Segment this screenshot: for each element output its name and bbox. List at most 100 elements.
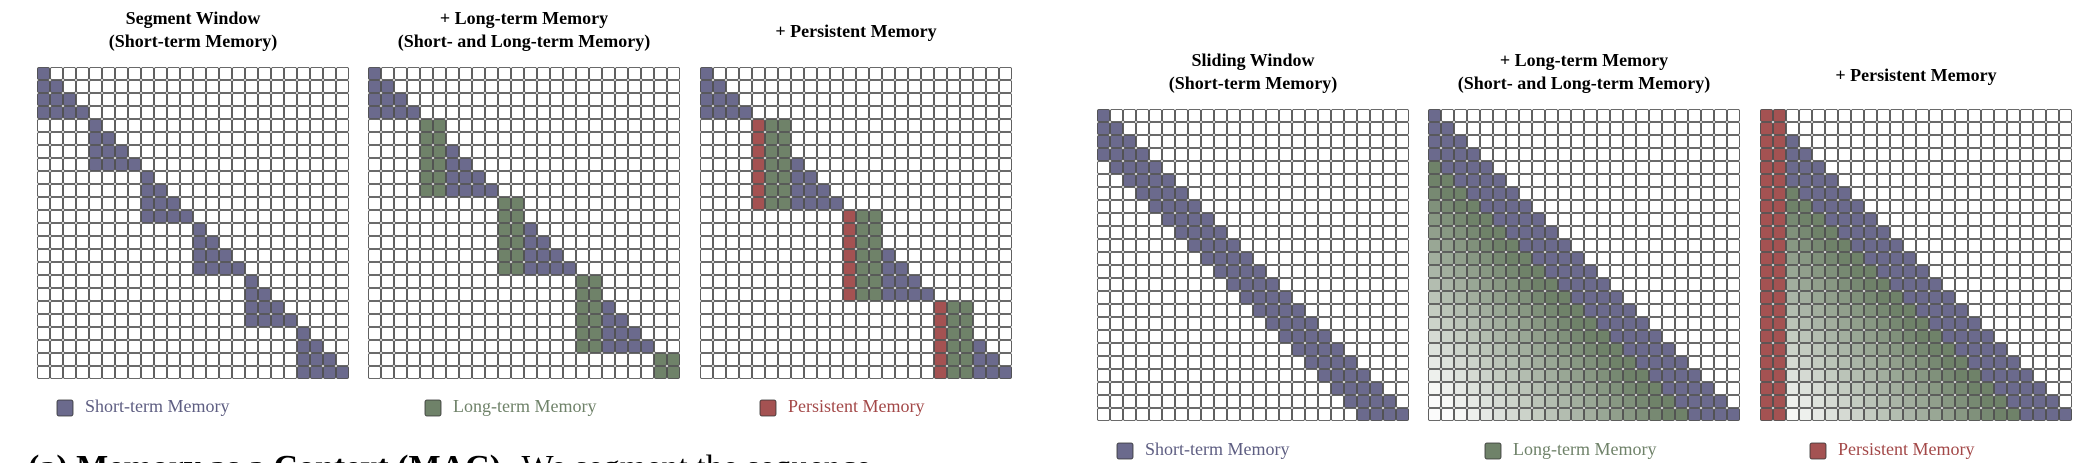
mask-cell: [1623, 174, 1636, 187]
mask-cell: [739, 145, 752, 158]
mask-cell: [1149, 200, 1162, 213]
mask-cell: [1981, 161, 1994, 174]
mask-cell: [115, 288, 128, 301]
mask-cell: [1506, 395, 1519, 408]
mask-cell: [843, 288, 856, 301]
mask-cell: [921, 340, 934, 353]
mask-cell: [1279, 226, 1292, 239]
mask-cell: [2046, 356, 2059, 369]
mask-cell: [1253, 148, 1266, 161]
mask-cell: [206, 106, 219, 119]
mask-cell: [1097, 161, 1110, 174]
mask-cell: [459, 314, 472, 327]
mask-cell: [1799, 343, 1812, 356]
mask-cell: [1428, 239, 1441, 252]
mask-cell: [1994, 109, 2007, 122]
mask-cell: [1331, 161, 1344, 174]
mask-cell: [1727, 148, 1740, 161]
mask-cell: [1851, 200, 1864, 213]
mask-cell: [1760, 408, 1773, 421]
mask-cell: [1727, 239, 1740, 252]
mask-cell: [180, 106, 193, 119]
mask-cell: [1370, 408, 1383, 421]
mask-cell: [102, 236, 115, 249]
mask-cell: [433, 93, 446, 106]
mask-cell: [739, 93, 752, 106]
mask-cell: [667, 184, 680, 197]
mask-cell: [1318, 239, 1331, 252]
mask-cell: [1318, 161, 1331, 174]
mask-cell: [1279, 369, 1292, 382]
mask-cell: [511, 353, 524, 366]
mask-cell: [1825, 252, 1838, 265]
mask-cell: [1318, 200, 1331, 213]
mask-cell: [1428, 304, 1441, 317]
mask-cell: [589, 301, 602, 314]
mask-cell: [667, 236, 680, 249]
mask-cell: [2007, 174, 2020, 187]
mask-cell: [446, 236, 459, 249]
mask-cell: [947, 80, 960, 93]
mask-cell: [433, 106, 446, 119]
mask-cell: [1493, 200, 1506, 213]
mask-cell: [381, 366, 394, 379]
mask-cell: [37, 80, 50, 93]
mask-cell: [908, 301, 921, 314]
mask-cell: [1597, 200, 1610, 213]
mask-cell: [1929, 161, 1942, 174]
mask-cell: [1383, 356, 1396, 369]
mask-cell: [895, 275, 908, 288]
mask-cell: [537, 106, 550, 119]
mask-cell: [550, 171, 563, 184]
mask-cell: [1532, 239, 1545, 252]
mask-cell: [752, 184, 765, 197]
mask-cell: [602, 275, 615, 288]
mask-cell: [1675, 369, 1688, 382]
mask-cell: [1110, 226, 1123, 239]
mask-cell: [1929, 213, 1942, 226]
mask-cell: [934, 67, 947, 80]
mask-cell: [615, 158, 628, 171]
mask-cell: [1240, 265, 1253, 278]
mask-cell: [882, 353, 895, 366]
mask-cell: [485, 275, 498, 288]
mask-cell: [895, 340, 908, 353]
mask-cell: [232, 275, 245, 288]
mask-cell: [1454, 291, 1467, 304]
mask-cell: [1097, 356, 1110, 369]
mask-cell: [869, 210, 882, 223]
mask-cell: [1929, 265, 1942, 278]
mask-cell: [999, 262, 1012, 275]
mask-cell: [1864, 278, 1877, 291]
mask-cell: [1597, 291, 1610, 304]
mask-cell: [167, 340, 180, 353]
mask-cell: [1903, 291, 1916, 304]
mask-cell: [115, 197, 128, 210]
mask-cell: [323, 340, 336, 353]
mask-cell: [1454, 187, 1467, 200]
mask-cell: [245, 197, 258, 210]
mask-cell: [472, 353, 485, 366]
mask-cell: [843, 171, 856, 184]
mask-cell: [2059, 200, 2072, 213]
mask-cell: [1253, 174, 1266, 187]
mask-cell: [2007, 200, 2020, 213]
mask-cell: [908, 353, 921, 366]
mask-cell: [89, 210, 102, 223]
mask-cell: [1240, 161, 1253, 174]
mask-cell: [1558, 395, 1571, 408]
mask-cell: [1292, 369, 1305, 382]
mask-cell: [50, 67, 63, 80]
mask-cell: [37, 327, 50, 340]
mask-cell: [1623, 395, 1636, 408]
mask-cell: [472, 249, 485, 262]
mask-cell: [1799, 304, 1812, 317]
mask-cell: [1701, 200, 1714, 213]
mask-cell: [999, 67, 1012, 80]
mask-cell: [986, 67, 999, 80]
mask-cell: [589, 80, 602, 93]
mask-cell: [154, 288, 167, 301]
mask-cell: [1649, 109, 1662, 122]
mask-cell: [700, 314, 713, 327]
mask-cell: [1506, 330, 1519, 343]
